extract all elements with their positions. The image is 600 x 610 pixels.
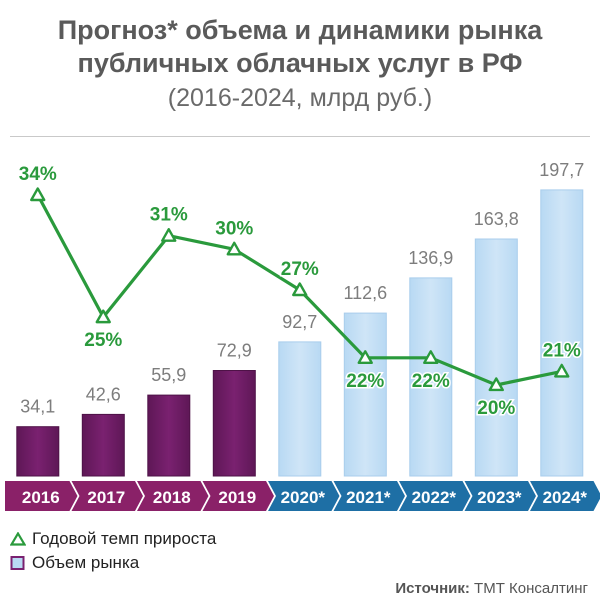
chart-title: Прогноз* объема и динамики рынка публичн… — [0, 14, 600, 116]
x-tick-label: 2017 — [87, 488, 125, 507]
triangle-marker-icon — [10, 532, 26, 546]
source-value: ТМТ Консалтинг — [474, 580, 588, 597]
bar-value-label: 72,9 — [217, 341, 252, 361]
bar-value-label: 163,8 — [474, 209, 519, 229]
axis-segment — [268, 481, 340, 511]
growth-value-label: 21% — [543, 340, 581, 361]
bar-swatch-icon — [10, 556, 25, 570]
axis-segment — [530, 481, 600, 511]
source-note: Источник: ТМТ Консалтинг — [395, 580, 588, 597]
axis-segment — [137, 481, 209, 511]
title-line-1: Прогноз* объема и динамики рынка — [57, 15, 543, 45]
title-divider — [10, 136, 590, 137]
legend-volume-label: Объем рынка — [32, 553, 140, 572]
axis-segment — [202, 481, 274, 511]
bar-2020-forecast — [278, 341, 322, 477]
growth-value-label: 22% — [412, 371, 450, 392]
x-tick-label: 2016 — [22, 488, 60, 507]
title-line-2: публичных облачных услуг в РФ — [77, 48, 523, 78]
growth-point — [30, 187, 46, 202]
x-tick-label: 2024* — [543, 488, 588, 507]
growth-point — [357, 350, 373, 365]
bar-2024-forecast — [540, 189, 584, 477]
axis-segment — [399, 481, 471, 511]
growth-value-label: 22% — [346, 371, 384, 392]
growth-value-label: 34% — [19, 164, 57, 185]
x-tick-label: 2018 — [153, 488, 191, 507]
x-tick-label: 2021* — [346, 488, 391, 507]
chart-area: 34,1 42,6 55,9 72,9 92,7 112,6 136,9 163,8 197,7… — [5, 160, 600, 511]
growth-value-label: 31% — [150, 205, 188, 226]
bar-value-label: 136,9 — [408, 248, 453, 268]
bar-value-label: 112,6 — [343, 283, 387, 303]
growth-value-label: 20% — [477, 398, 515, 419]
bar-2021-forecast — [343, 312, 387, 477]
growth-value-label: 30% — [215, 218, 253, 239]
growth-point — [95, 309, 111, 324]
bar-value-label: 42,6 — [86, 384, 121, 404]
bar-2022-forecast — [409, 277, 453, 477]
axis-segment — [464, 481, 536, 511]
x-tick-label: 2019 — [218, 488, 256, 507]
bar-value-label: 197,7 — [539, 160, 584, 180]
legend-growth-label: Годовой темп прироста — [32, 529, 217, 548]
bar-2023-forecast — [474, 238, 518, 477]
growth-point — [423, 350, 439, 365]
bar-value-label: 92,7 — [282, 312, 317, 332]
growth-point — [488, 377, 504, 392]
bar-2018 — [147, 394, 191, 477]
growth-point — [292, 282, 308, 297]
axis-segment — [71, 481, 143, 511]
axis-segment — [333, 481, 405, 511]
source-label: Источник: — [395, 580, 470, 597]
growth-point — [226, 241, 242, 256]
bar-value-label: 34,1 — [20, 397, 55, 417]
bar-2017 — [81, 413, 125, 477]
growth-value-label: 25% — [84, 330, 122, 351]
growth-point — [161, 228, 177, 242]
x-tick-label: 2022* — [412, 488, 457, 507]
bar-2016 — [16, 426, 60, 477]
axis-segment — [5, 481, 78, 511]
bar-value-label: 55,9 — [151, 365, 186, 385]
x-tick-label: 2020* — [281, 488, 326, 507]
x-tick-label: 2023* — [477, 488, 522, 507]
growth-point — [554, 363, 570, 378]
chart-subtitle: (2016-2024, млрд руб.) — [167, 84, 433, 112]
bar-2019 — [212, 370, 256, 477]
growth-value-label: 27% — [281, 259, 319, 280]
